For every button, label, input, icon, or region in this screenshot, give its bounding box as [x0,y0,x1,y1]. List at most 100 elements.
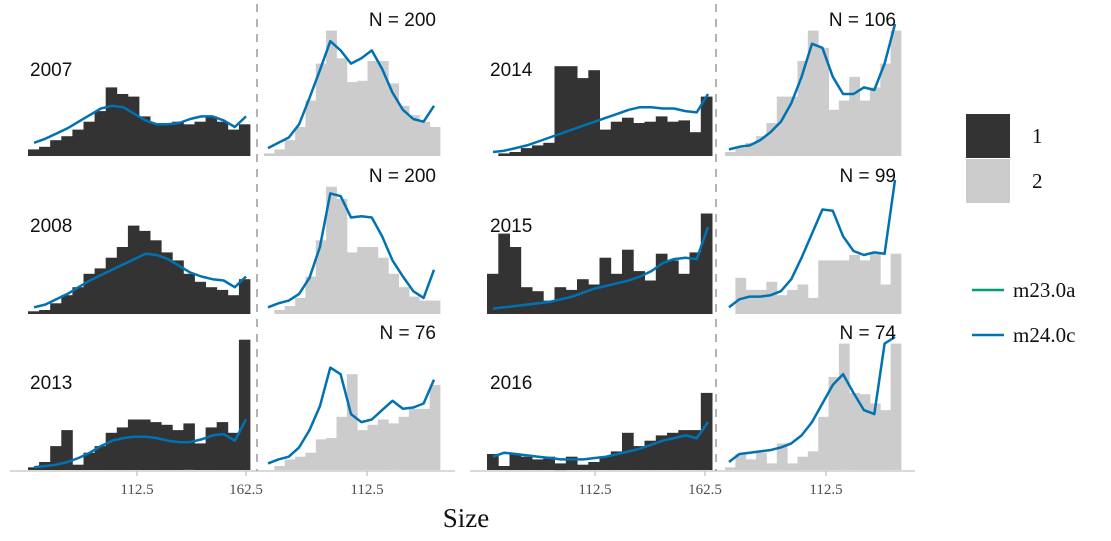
bar-sex2 [756,289,767,314]
bar-sex2 [828,376,840,470]
bar-sex2 [305,100,317,156]
bar-sex2 [807,297,819,314]
bar-sex1 [194,443,206,470]
bar-sex1 [72,287,84,314]
bar-sex2 [849,76,860,156]
bar-sex1 [644,440,657,470]
bar-sex1 [183,423,195,470]
bar-sex1 [509,247,522,314]
bar-sex2 [295,297,306,314]
bar-sex2 [357,247,368,314]
bar-sex1 [238,339,251,470]
bar-sex1 [172,121,184,156]
bar-sex2 [725,152,736,156]
x-tick-label: 112.5 [578,482,611,498]
bar-sex1 [509,454,522,470]
bar-sex2 [807,30,819,157]
bar-sex2 [336,198,348,314]
bar-sex1 [509,152,522,156]
bar-sex2 [797,61,809,156]
fit-line-sex2 [267,366,436,465]
bar-sex2 [315,63,327,156]
bar-sex1 [599,456,612,470]
bar-sex1 [39,310,51,314]
legend-swatch-2 [966,159,1010,203]
bar-sex1 [667,121,679,156]
bar-sex2 [735,148,747,156]
bar-sex1 [655,253,668,314]
year-label: 2016 [490,373,532,394]
bar-sex2 [377,61,389,156]
panel-2013: 2013 N = 76 [28,323,441,470]
bar-sex1 [498,233,510,314]
facet-panels: 2007 N = 200 2014 N = 106 2008 N = 200 2015 N =… [10,10,915,472]
bar-sex1 [520,287,533,314]
bar-sex1 [633,123,645,156]
bar-sex1 [105,257,118,314]
bar-sex1 [644,121,657,156]
bar-sex1 [610,451,623,470]
fit-line-sex1 [492,93,710,154]
bar-sex2 [398,105,410,156]
bar-sex1 [554,463,567,471]
bar-sex2 [797,456,809,470]
bar-sex2 [357,80,368,156]
x-tick-label: 112.5 [350,482,383,498]
bar-sex1 [216,422,229,470]
bar-sex1 [39,146,51,156]
bar-sex1 [139,419,151,470]
bar-sex1 [194,121,206,156]
n-label: N = 74 [839,323,896,344]
bar-sex2 [315,439,327,470]
bar-sex2 [838,343,850,470]
bar-sex2 [869,253,881,314]
bar-sex1 [205,287,218,314]
bar-sex2 [849,392,860,470]
bar-sex1 [227,432,240,470]
bar-sex1 [172,260,184,314]
bar-sex1 [83,452,95,470]
bar-sex2 [264,153,275,156]
bar-sex1 [172,430,184,470]
bar-sex2 [890,30,902,157]
bar-sex2 [429,300,441,314]
bar-sex2 [388,83,399,156]
fit-line-sex2 [267,39,436,150]
bar-sex2 [284,459,296,470]
x-tick-label: 112.5 [809,482,842,498]
bar-sex2 [880,410,892,470]
bar-sex2 [838,100,850,156]
bar-sex1 [28,467,40,470]
legend: 1 2 m23.0a m24.0c [966,114,1076,347]
bar-sex1 [610,121,623,156]
sex-dividers [256,4,717,471]
bar-sex1 [487,273,499,314]
year-label: 2008 [30,216,72,237]
bar-sex1 [678,430,690,470]
bar-sex1 [577,279,589,314]
bar-sex2 [357,430,368,470]
bar-sex1 [94,446,107,470]
bar-sex2 [408,115,420,156]
bar-sex2 [429,127,441,156]
x-tick-label: 162.5 [688,482,722,498]
fit-line-sex1 [33,418,248,469]
bar-sex1 [543,300,555,314]
bar-sex2 [274,466,286,470]
bar-sex1 [655,435,668,470]
bar-sex2 [745,459,757,470]
bar-sex2 [336,58,348,156]
bar-sex1 [227,129,240,156]
bar-sex1 [610,273,623,314]
bar-sex1 [61,430,73,470]
fit-line-sex2 [728,179,897,309]
bar-sex1 [50,446,62,470]
bar-sex1 [554,66,567,156]
bar-sex2 [756,136,767,156]
bar-sex1 [150,123,162,156]
bar-sex1 [28,311,40,314]
fit-line-sex2 [267,192,436,309]
year-label: 2015 [490,216,532,237]
bar-sex2 [336,416,348,470]
